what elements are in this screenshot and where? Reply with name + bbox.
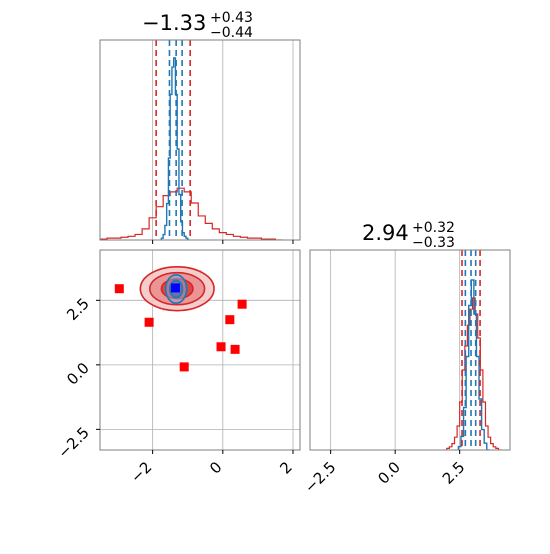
title-param1-value: −1.33	[142, 11, 206, 35]
ticks-param2-hist	[330, 450, 461, 454]
xtick-label: 2	[276, 458, 295, 477]
title-param2-minus: −0.33	[412, 235, 455, 251]
histogram-param2	[446, 279, 501, 450]
quantile-lines-param2	[461, 250, 481, 450]
title-param1-plus: +0.43	[210, 10, 253, 26]
red-marker	[230, 344, 240, 354]
frame-param1-hist	[99, 39, 301, 241]
title-param2: 2.94 +0.32 −0.33	[362, 220, 455, 251]
frame-2d	[99, 249, 301, 451]
hist-blue-param1	[160, 57, 190, 240]
xtick-label: 0.0	[374, 458, 404, 488]
title-param1: −1.33 +0.43 −0.44	[142, 10, 253, 41]
histogram-param2-panel: −2.5 0.0 2.5	[301, 249, 511, 497]
ticks-param1-hist	[152, 240, 294, 244]
xtick-label: −2.5	[301, 458, 339, 496]
title-param1-minus: −0.44	[210, 25, 253, 41]
xticklabels-param2: −2.5 0.0 2.5	[301, 458, 469, 496]
red-marker	[144, 317, 154, 327]
xticklabels-param1: −2 0 2	[127, 458, 296, 486]
grid-param1-hist	[152, 40, 294, 240]
red-marker	[225, 315, 235, 325]
red-marker	[216, 342, 226, 352]
ytick-label: 0.0	[63, 359, 93, 389]
sample-point	[162, 310, 165, 312]
markers	[114, 283, 247, 372]
red-marker	[179, 362, 189, 372]
hist-blue-param2	[457, 279, 490, 450]
ytick-label: −2.5	[54, 423, 92, 461]
ticks-2d	[96, 299, 294, 454]
blue-marker	[170, 283, 180, 293]
2d-density-panel: −2 0 2 −2.5 0.0 2.5	[54, 249, 301, 486]
title-param2-value: 2.94	[362, 221, 409, 245]
xtick-label: −2	[127, 458, 155, 486]
yticklabels-param2: −2.5 0.0 2.5	[54, 294, 92, 462]
red-marker	[237, 299, 247, 309]
frame-param2-hist	[309, 249, 511, 451]
hist-red-param1	[100, 187, 283, 240]
xtick-label: 2.5	[439, 458, 469, 488]
grid-param2-hist	[330, 250, 461, 450]
xtick-label: 0	[206, 458, 225, 477]
histogram-param1-panel	[99, 39, 301, 244]
hist-red-param2	[446, 297, 501, 450]
histogram-param1	[100, 57, 283, 240]
ytick-label: 2.5	[63, 294, 93, 324]
title-param2-plus: +0.32	[412, 220, 455, 236]
red-marker	[114, 284, 124, 294]
quantile-lines-param1	[155, 40, 191, 240]
